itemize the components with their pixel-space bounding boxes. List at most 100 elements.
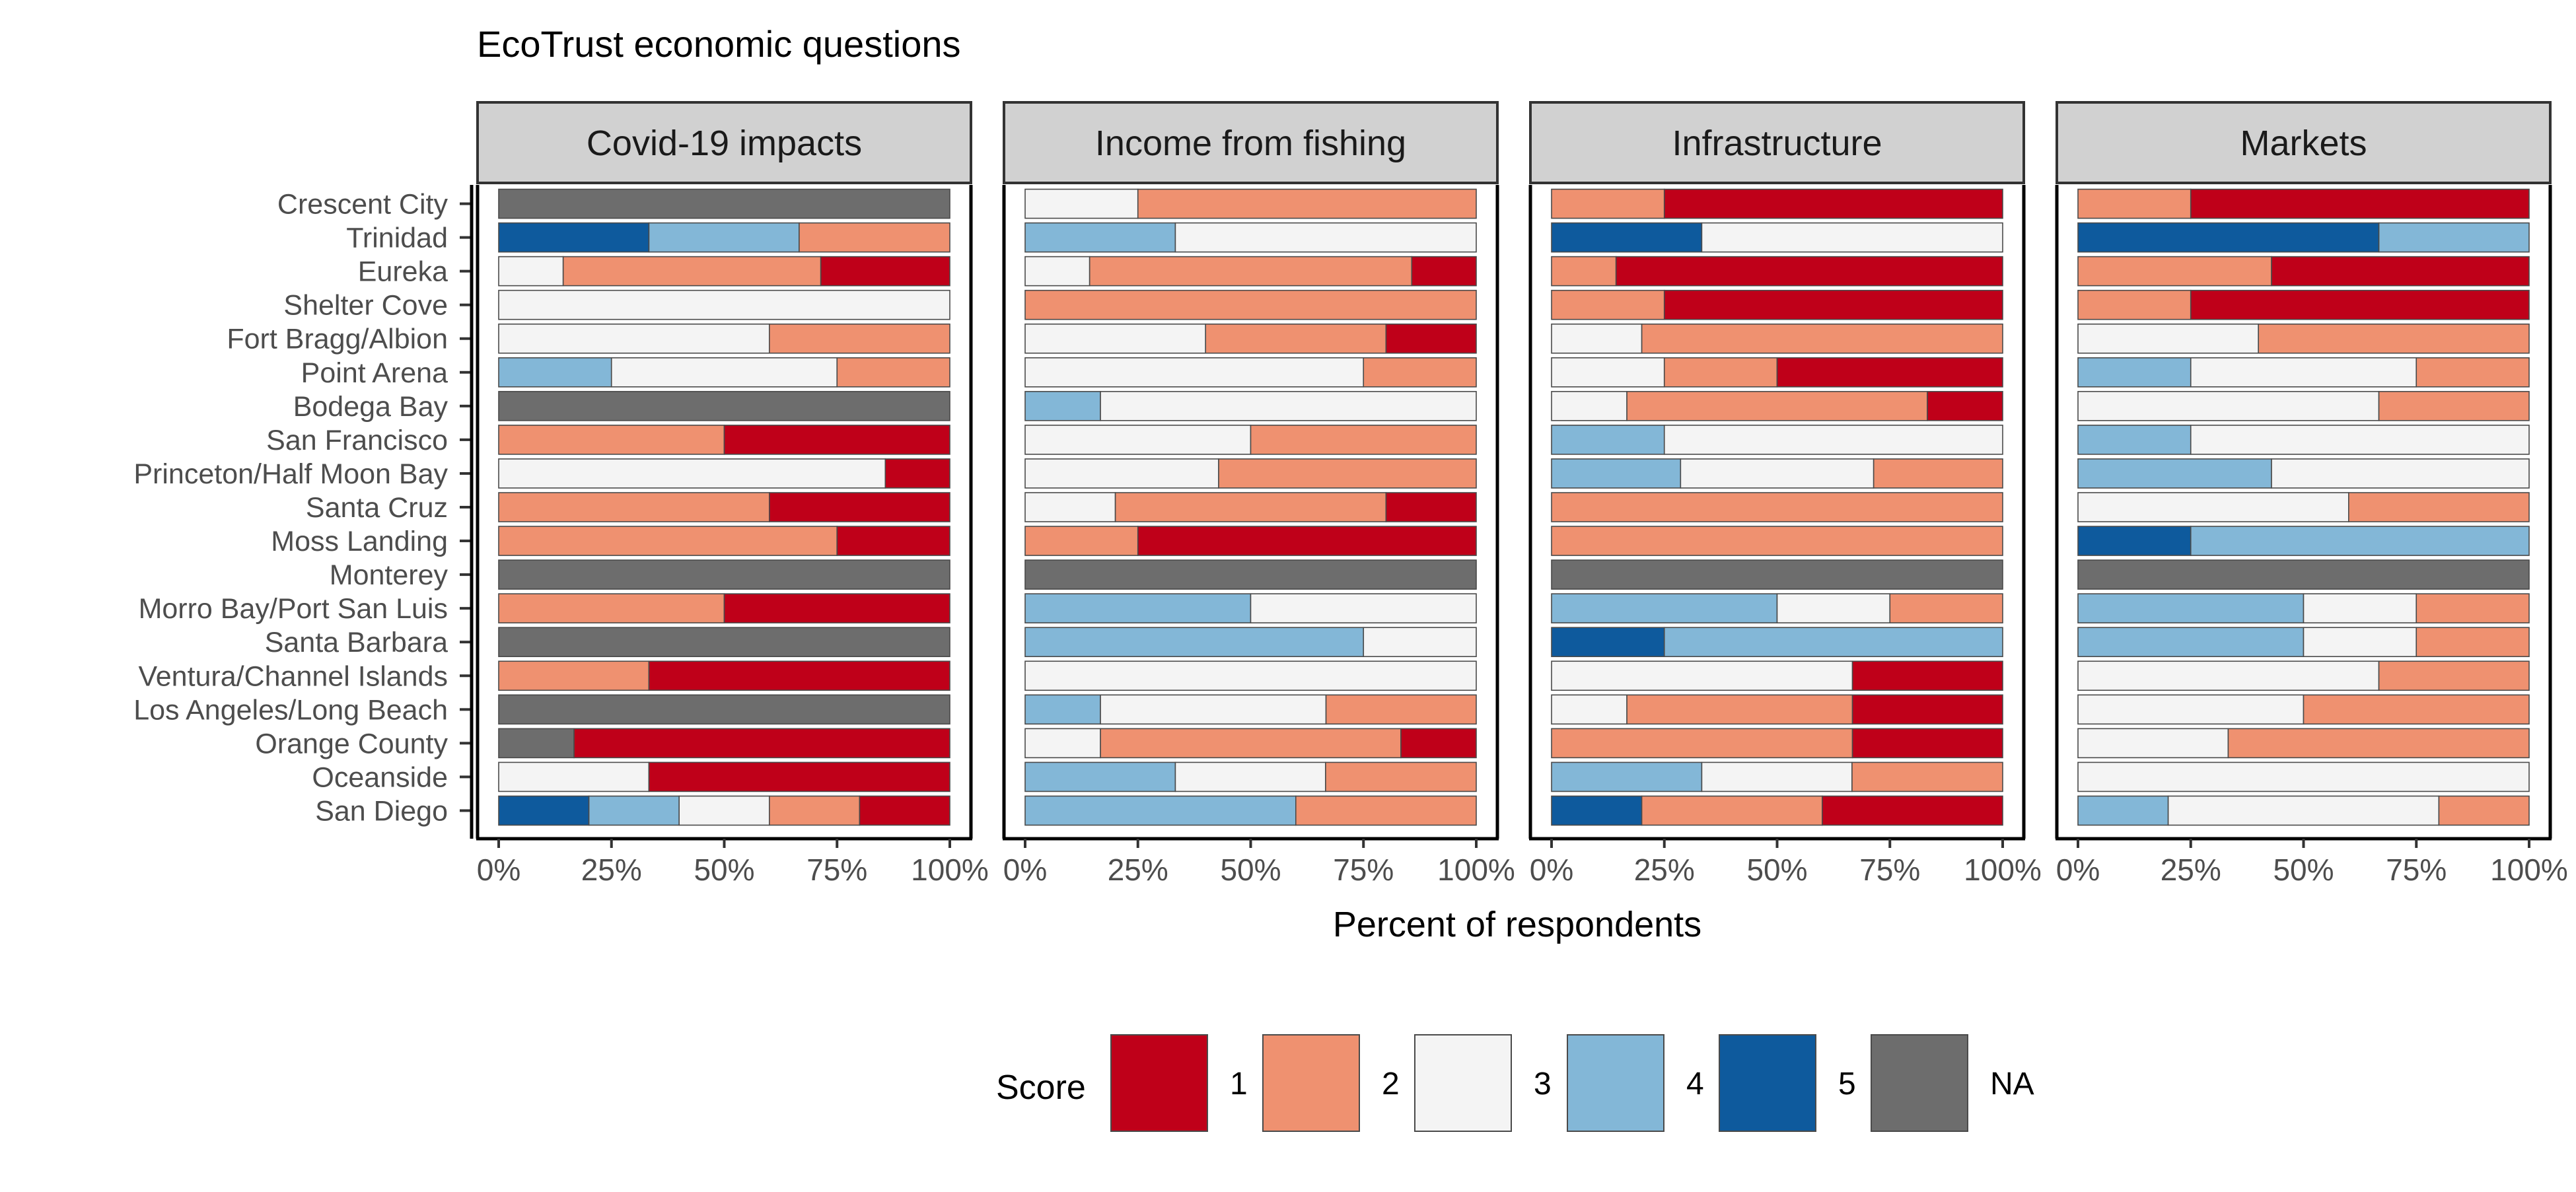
- bar-segment: [498, 222, 650, 253]
- x-tick-label: 25%: [1634, 853, 1695, 887]
- bar-segment: [1551, 222, 1703, 253]
- bar-segment: [1137, 188, 1477, 219]
- bar-segment: [1626, 391, 1928, 421]
- bar-segment: [1024, 694, 1101, 725]
- panel: Markets 0% 25% 50% 75% 100%: [2055, 101, 2568, 887]
- bar-segment: [1889, 593, 2003, 623]
- bar-segment: [1089, 256, 1413, 287]
- bar-segment: [884, 458, 950, 489]
- x-tick-label: 25%: [1108, 853, 1168, 887]
- bar-segment: [2415, 357, 2530, 388]
- bar-segment: [2077, 526, 2192, 556]
- bar-segment: [1363, 357, 1477, 388]
- bar-segment: [2378, 660, 2530, 691]
- bar-segment: [498, 256, 564, 287]
- x-tick-label: 0%: [1003, 853, 1047, 887]
- bar-segment: [1551, 188, 1665, 219]
- bar-segment: [1100, 391, 1477, 421]
- bar-segment: [2077, 728, 2229, 759]
- bar-segment: [2303, 593, 2417, 623]
- facet-strip: [1529, 101, 2025, 184]
- bar-segment: [2077, 188, 2192, 219]
- bar-segment: [1100, 728, 1402, 759]
- bar-segment: [2077, 559, 2530, 590]
- bar-segment: [498, 391, 950, 421]
- x-tick-label: 0%: [2056, 853, 2100, 887]
- bar-segment: [1851, 728, 2003, 759]
- legend-title: Score: [996, 1069, 1086, 1107]
- bar-segment: [648, 761, 950, 792]
- y-tick-label: Monterey: [330, 559, 448, 591]
- bar-segment: [2378, 222, 2530, 253]
- bar-segment: [1137, 526, 1477, 556]
- bar-segment: [836, 526, 950, 556]
- bar-segment: [1551, 289, 1665, 320]
- bar-segment: [1024, 425, 1252, 455]
- bar-segment: [1024, 492, 1116, 522]
- bar-segment: [1551, 559, 2003, 590]
- bar-segment: [1024, 391, 1101, 421]
- panel: Covid-19 impacts 0% 25% 50% 75% 100%: [476, 101, 989, 887]
- facet-strip: [2056, 101, 2552, 184]
- bar-segment: [1701, 222, 2003, 253]
- y-tick-label: Eureka: [358, 256, 448, 288]
- bar-segment: [1024, 222, 1176, 253]
- facet-strip: [476, 101, 972, 184]
- bar-segment: [1551, 795, 1643, 826]
- bar-segment: [2077, 795, 2169, 826]
- bar-segment: [1024, 526, 1139, 556]
- bar-segment: [1701, 761, 1853, 792]
- bar-segment: [648, 660, 950, 691]
- x-tick-label: 0%: [477, 853, 520, 887]
- x-tick-label: 50%: [1746, 853, 1807, 887]
- y-tick-label: San Francisco: [266, 425, 448, 456]
- bar-segment: [1663, 188, 2003, 219]
- bar-segment: [1551, 627, 1665, 658]
- bar-segment: [1024, 188, 1139, 219]
- bar-segment: [1295, 795, 1477, 826]
- x-tick-label: 25%: [2161, 853, 2221, 887]
- bar-segment: [573, 728, 950, 759]
- bar-segment: [498, 761, 650, 792]
- bar-segment: [498, 425, 725, 455]
- legend-label: NA: [1990, 1067, 2034, 1102]
- bar-segment: [2378, 391, 2530, 421]
- bar-segment: [2348, 492, 2530, 522]
- bar-segment: [1024, 458, 1219, 489]
- legend-label: 2: [1382, 1067, 1400, 1102]
- legend: Score 1 2 3 4 5 NA: [996, 1034, 2034, 1132]
- bar-segment: [1205, 323, 1387, 354]
- bar-segment: [1663, 357, 1778, 388]
- y-tick-label: Fort Bragg/Albion: [227, 324, 448, 355]
- legend-key: [1414, 1034, 1512, 1132]
- bar-segment: [769, 795, 861, 826]
- bar-segment: [2077, 761, 2530, 792]
- bar-segment: [2190, 289, 2530, 320]
- bar-segment: [2303, 627, 2417, 658]
- chart-title: EcoTrust economic questions: [477, 23, 960, 65]
- y-tick-label: Moss Landing: [271, 526, 448, 557]
- bar-segment: [1551, 256, 1617, 287]
- bar-segment: [1851, 761, 2003, 792]
- panel: Income from fishing 0% 25% 50% 75% 100%: [1002, 101, 1515, 887]
- bar-segment: [1024, 559, 1477, 590]
- bar-segment: [1024, 256, 1091, 287]
- bar-segment: [2190, 425, 2530, 455]
- y-tick-label: Princeton/Half Moon Bay: [133, 458, 448, 490]
- bar-segment: [498, 728, 575, 759]
- bar-segment: [1551, 761, 1703, 792]
- bar-segment: [1626, 694, 1853, 725]
- bar-segment: [1873, 458, 2003, 489]
- bar-segment: [498, 526, 838, 556]
- facet-strip-label: Markets: [2240, 123, 2367, 163]
- x-tick-label: 75%: [806, 853, 867, 887]
- bar-segment: [1250, 593, 1477, 623]
- bar-segment: [2167, 795, 2440, 826]
- y-tick-label: Santa Barbara: [265, 627, 448, 658]
- bar-segment: [1024, 795, 1297, 826]
- bar-segment: [498, 559, 950, 590]
- x-tick-label: 100%: [1437, 853, 1515, 887]
- bar-segment: [2303, 694, 2530, 725]
- bar-segment: [1551, 425, 1665, 455]
